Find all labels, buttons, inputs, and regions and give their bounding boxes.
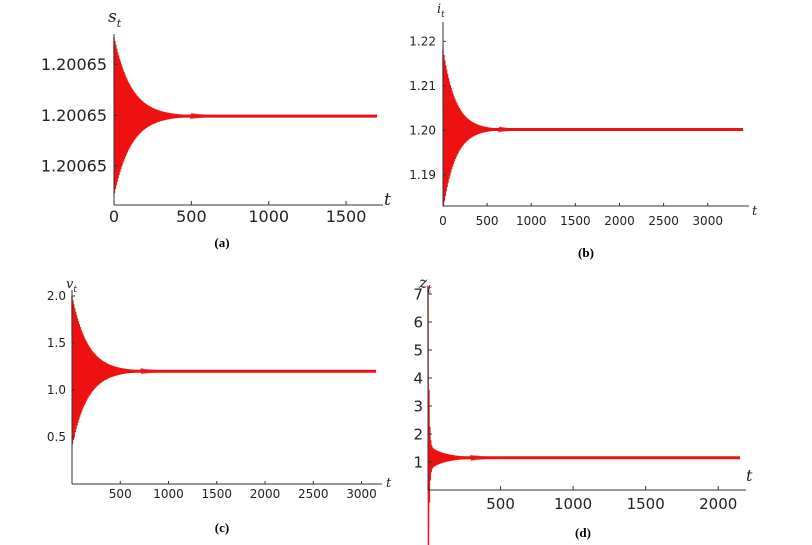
y-tick-label: 1.21 — [409, 79, 436, 93]
x-tick-label: 1000 — [248, 207, 289, 226]
x-tick-label: 1000 — [153, 487, 184, 501]
x-axis-title-a: t — [384, 190, 391, 210]
y-axis-title-subscript: t — [441, 10, 445, 20]
x-tick-label: 1500 — [627, 495, 665, 513]
panel-label-d: (d) — [575, 525, 591, 540]
y-axis-title-a: st — [108, 7, 122, 30]
y-tick-label: 1.22 — [409, 35, 436, 49]
y-tick-label: 0.5 — [47, 430, 66, 444]
y-axis-title-c: vt — [66, 277, 77, 295]
y-tick-label: 2 — [413, 425, 423, 443]
y-axis-title-subscript: t — [73, 285, 77, 295]
x-tick-label: 3000 — [346, 487, 377, 501]
y-axis-title-main: v — [66, 277, 74, 292]
x-tick-label: 1500 — [560, 214, 591, 228]
panel-label-b: (b) — [578, 245, 594, 260]
x-tick-label: 1500 — [326, 207, 367, 226]
chart-panel-c: 500 1000 1500 2000 2500 30000.51.01.52.0vtt(c… — [47, 277, 392, 535]
y-axis-title-main: s — [108, 7, 117, 27]
x-tick-label: 500 — [476, 214, 499, 228]
chart-panel-b: 0 500 1000 1500 2000 2500 3000 1.19 1.20 1.21 1.22… — [409, 2, 758, 260]
y-tick-label: 1.20065 — [41, 156, 107, 175]
y-tick-label: 5 — [413, 341, 423, 359]
x-tick-label: 500 — [486, 495, 515, 513]
y-tick-label: 1 — [413, 453, 423, 471]
panel-label-a: (a) — [214, 235, 229, 250]
x-tick-label: 3000 — [692, 214, 723, 228]
x-tick-label: 2000 — [250, 487, 281, 501]
x-tick-label: 2000 — [699, 495, 737, 513]
y-axis-title-subscript: t — [117, 17, 122, 30]
x-tick-label: 0 — [439, 214, 447, 228]
x-tick-label: 0 — [109, 207, 119, 226]
y-tick-label: 3 — [413, 397, 423, 415]
y-tick-label: 6 — [413, 313, 423, 331]
y-axis-title-b: it — [437, 2, 445, 20]
x-tick-label: 2500 — [648, 214, 679, 228]
y-tick-label: 1.20065 — [41, 55, 107, 74]
x-tick-label: 2500 — [298, 487, 329, 501]
x-tick-label: 1000 — [554, 495, 592, 513]
y-axis-title-main: z — [418, 273, 428, 292]
y-axis-title-main: i — [437, 2, 441, 17]
x-tick-label: 500 — [176, 207, 207, 226]
x-tick-label: 1000 — [516, 214, 547, 228]
y-tick-label: 1.5 — [47, 336, 66, 350]
panel-label-c: (c) — [215, 520, 229, 535]
y-tick-label: 7 — [413, 285, 423, 303]
y-axis-title-d: zt — [418, 273, 432, 296]
x-axis-title-b: t — [752, 204, 758, 219]
y-tick-label: 2.0 — [47, 289, 66, 303]
y-tick-label: 1.19 — [409, 168, 436, 182]
x-axis-title-d: t — [746, 466, 753, 485]
x-tick-label: 500 — [109, 487, 132, 501]
y-axis-title-subscript: t — [427, 285, 432, 296]
y-tick-label: 1.20 — [409, 124, 436, 138]
x-axis-title-c: t — [386, 476, 392, 491]
x-tick-label: 2000 — [604, 214, 635, 228]
y-tick-label: 1.0 — [47, 383, 66, 397]
y-tick-label: 4 — [413, 369, 423, 387]
y-tick-label: 1.20065 — [41, 106, 107, 125]
x-tick-label: 1500 — [201, 487, 232, 501]
